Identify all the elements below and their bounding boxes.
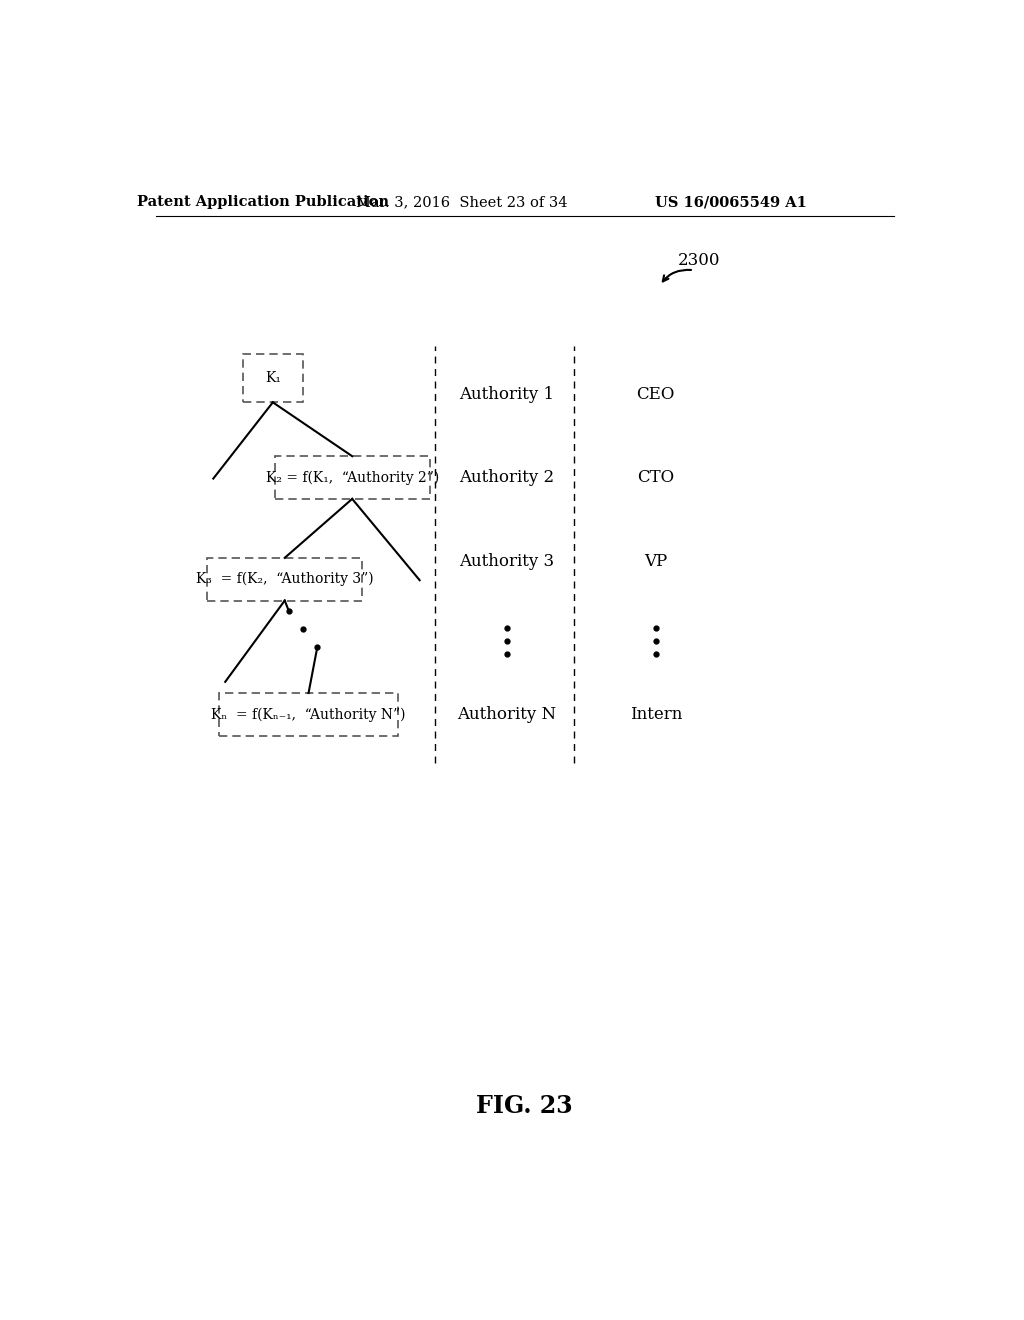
- Text: Authority 2: Authority 2: [459, 469, 554, 486]
- Text: 2300: 2300: [678, 252, 721, 268]
- FancyBboxPatch shape: [274, 457, 430, 499]
- Text: Kₙ  = f(Kₙ₋₁,  “Authority N”): Kₙ = f(Kₙ₋₁, “Authority N”): [211, 708, 406, 722]
- Text: CTO: CTO: [637, 469, 675, 486]
- Text: VP: VP: [644, 553, 668, 570]
- FancyBboxPatch shape: [243, 354, 303, 403]
- Text: Patent Application Publication: Patent Application Publication: [137, 195, 389, 209]
- FancyBboxPatch shape: [207, 558, 362, 601]
- Text: US 16/0065549 A1: US 16/0065549 A1: [655, 195, 807, 209]
- Text: Authority 1: Authority 1: [459, 385, 554, 403]
- Text: Authority 3: Authority 3: [459, 553, 554, 570]
- Text: Intern: Intern: [630, 706, 682, 723]
- Text: FIG. 23: FIG. 23: [476, 1094, 573, 1118]
- Text: Authority N: Authority N: [457, 706, 556, 723]
- Text: CEO: CEO: [637, 385, 675, 403]
- Text: K₁: K₁: [265, 371, 281, 385]
- Text: K₂ = f(K₁,  “Authority 2”): K₂ = f(K₁, “Authority 2”): [265, 470, 439, 484]
- Text: K₃  = f(K₂,  “Authority 3”): K₃ = f(K₂, “Authority 3”): [196, 572, 374, 586]
- Text: Mar. 3, 2016  Sheet 23 of 34: Mar. 3, 2016 Sheet 23 of 34: [355, 195, 567, 209]
- FancyBboxPatch shape: [219, 693, 397, 735]
